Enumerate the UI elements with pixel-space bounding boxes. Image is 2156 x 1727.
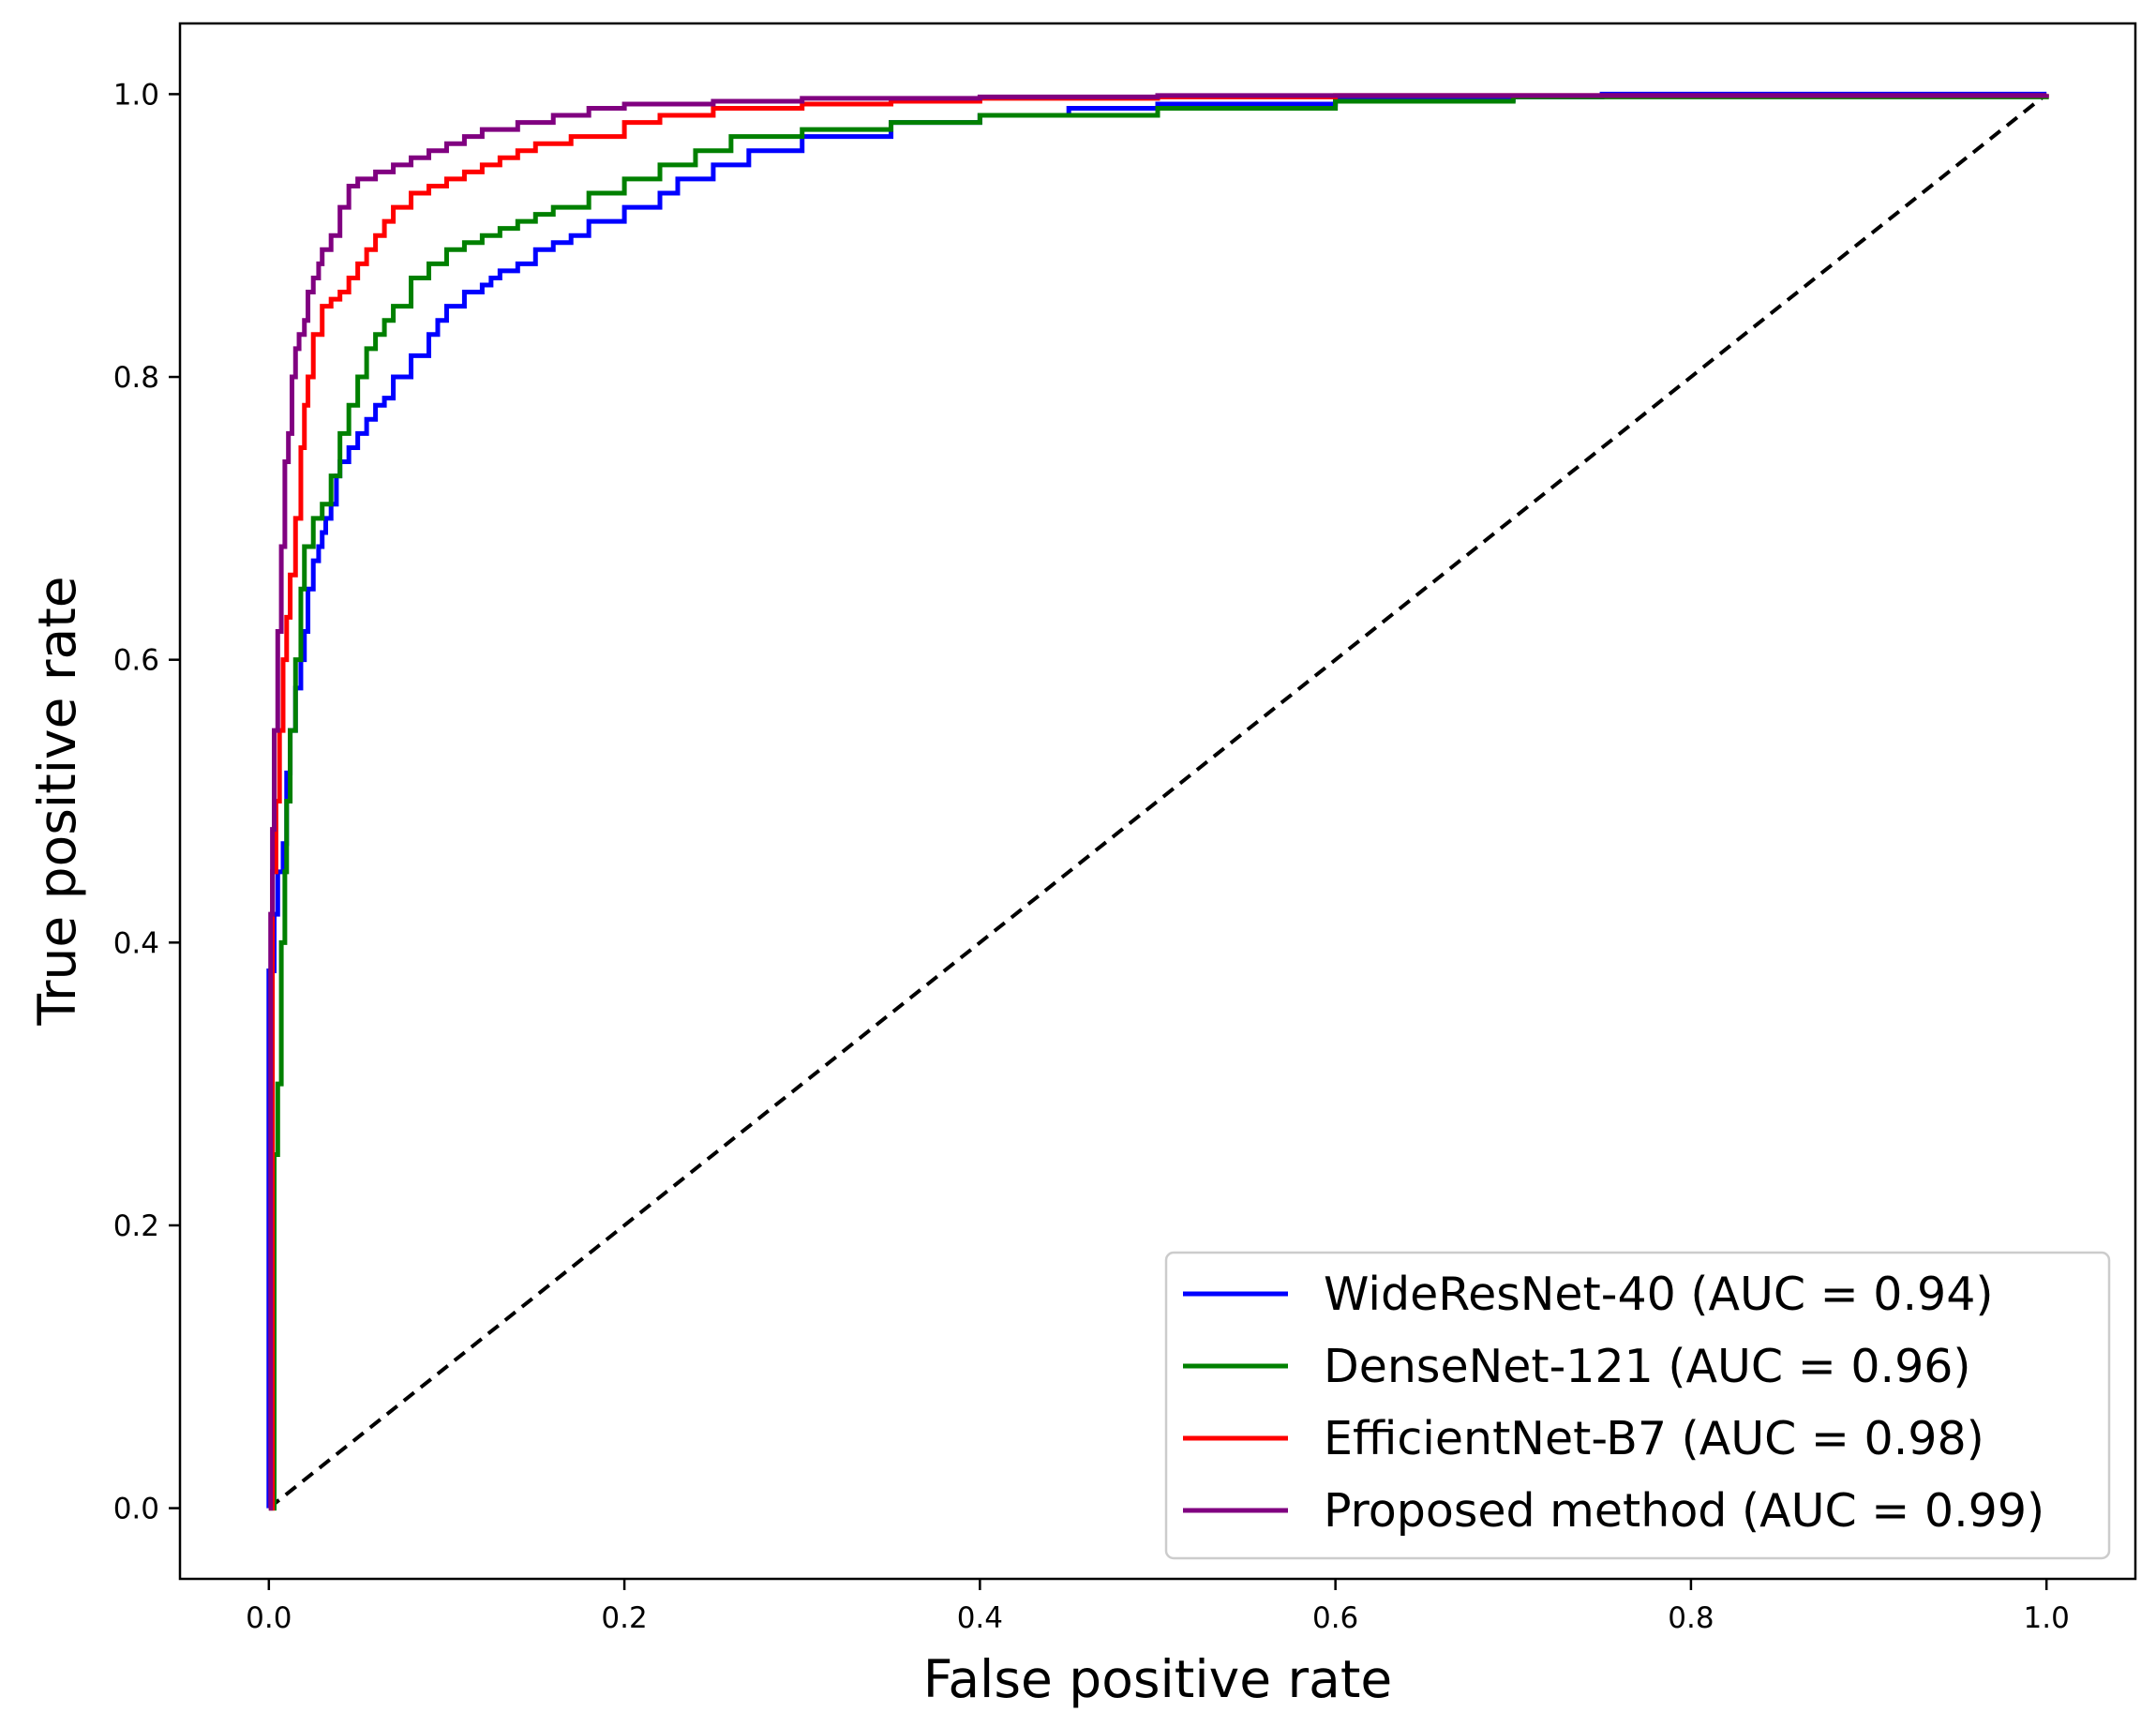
plot-layer: [266, 91, 2049, 1511]
roc-curve-series-0: [266, 91, 2047, 1509]
legend-box: [1164, 1251, 2111, 1560]
y-axis-label: True positive rate: [27, 576, 87, 1026]
legend: WideResNet-40 (AUC = 0.94) DenseNet-121 (…: [1164, 1251, 2111, 1560]
roc-curve-series-3: [268, 93, 2049, 1511]
roc-curve-series-2: [268, 93, 2049, 1511]
legend-label-2: EfficientNet-B7 (AUC = 0.98): [1324, 1412, 1984, 1465]
x-tick-label: 1.0: [2024, 1601, 2070, 1635]
x-tick-label: 0.8: [1668, 1601, 1714, 1635]
y-tick-label: 0.8: [113, 361, 159, 395]
x-tick-label: 0.2: [601, 1601, 647, 1635]
y-tick-label: 0.2: [113, 1209, 159, 1243]
x-tick-label: 0.6: [1312, 1601, 1358, 1635]
roc-curve-series-1: [268, 94, 2049, 1511]
legend-label-3: Proposed method (AUC = 0.99): [1324, 1484, 2044, 1538]
plot-frame: [178, 22, 2137, 1581]
x-tick-label: 0.4: [957, 1601, 1003, 1635]
y-tick-label: 0.6: [113, 644, 159, 678]
y-tick-label: 0.0: [113, 1493, 159, 1526]
legend-label-1: DenseNet-121 (AUC = 0.96): [1324, 1340, 1971, 1393]
x-tick-label: 0.0: [246, 1601, 292, 1635]
y-tick-label: 1.0: [113, 78, 159, 112]
x-axis-label: False positive rate: [923, 1649, 1392, 1709]
legend-label-0: WideResNet-40 (AUC = 0.94): [1324, 1268, 1994, 1321]
ticks-layer: 0.0 0.2 0.4 0.6 0.8 1.0 0.0 0.2 0.4 0.6 0.8 1.0: [113, 78, 2070, 1635]
chance-reference-line: [267, 92, 2048, 1510]
y-tick-label: 0.4: [113, 926, 159, 960]
